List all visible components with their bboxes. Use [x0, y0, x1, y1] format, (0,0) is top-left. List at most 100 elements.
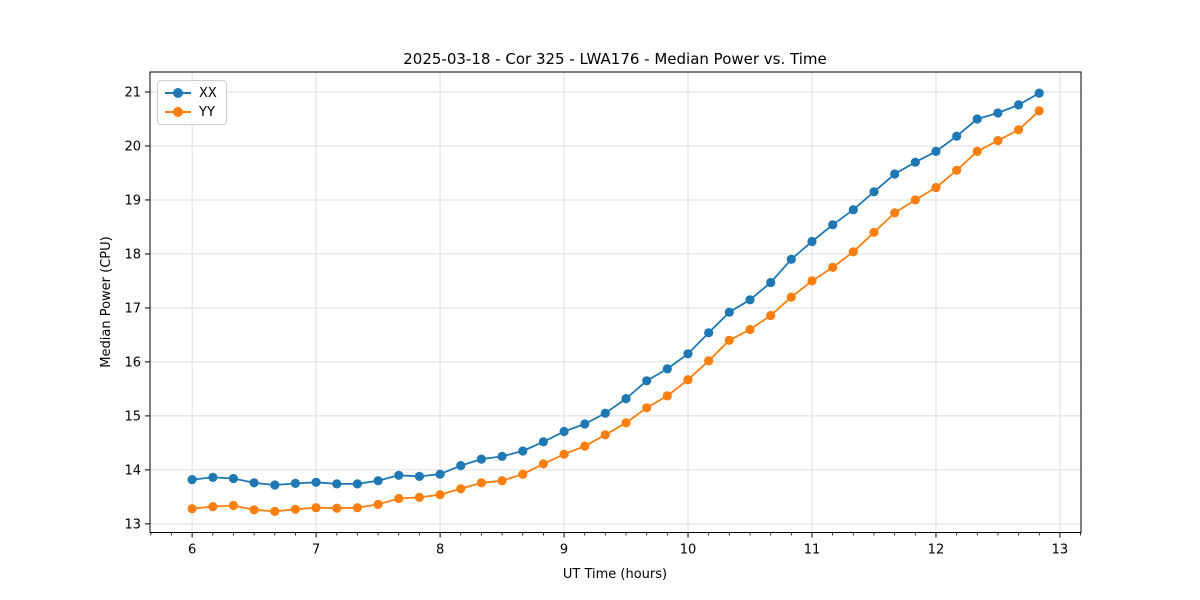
- data-point-yy: [745, 324, 755, 335]
- data-point-yy: [249, 505, 259, 515]
- x-tick-label: 12: [928, 543, 945, 558]
- data-point-yy: [476, 478, 486, 488]
- data-point-yy: [600, 430, 610, 440]
- series-line-xx: [192, 92, 1040, 486]
- data-point-yy: [993, 136, 1003, 146]
- data-point-yy: [642, 403, 652, 413]
- axis-ticks: 6 7 8 9 10 11 12 13 13 14 15 16 17 18 19 20 21: [124, 85, 1081, 558]
- data-point-yy: [435, 490, 445, 500]
- data-point-xx: [208, 472, 218, 482]
- data-point-xx: [766, 277, 776, 288]
- data-point-xx: [332, 479, 342, 489]
- data-point-xx: [931, 146, 941, 156]
- data-point-xx: [1014, 100, 1024, 110]
- data-point-xx: [538, 437, 549, 447]
- data-point-xx: [518, 446, 528, 456]
- data-point-yy: [662, 391, 672, 401]
- data-point-xx: [414, 471, 424, 481]
- data-point-yy: [766, 310, 776, 321]
- data-point-xx: [910, 157, 920, 167]
- data-point-yy: [724, 335, 734, 345]
- data-point-xx: [497, 451, 507, 461]
- x-axis-label: UT Time (hours): [563, 567, 667, 582]
- data-point-xx: [559, 426, 569, 437]
- data-point-xx: [786, 254, 796, 264]
- data-point-yy: [290, 504, 300, 514]
- data-point-xx: [828, 220, 838, 230]
- data-point-xx: [890, 169, 900, 179]
- data-point-xx: [456, 461, 466, 471]
- legend-sample-yy-icon: [165, 106, 191, 118]
- data-point-xx: [848, 205, 858, 215]
- data-point-yy: [1014, 125, 1024, 135]
- data-point-yy: [952, 165, 962, 175]
- data-point-yy: [187, 504, 197, 514]
- gridlines: [150, 72, 1081, 533]
- y-tick-label: 20: [124, 139, 141, 154]
- data-point-xx: [394, 470, 404, 480]
- data-point-yy: [683, 375, 693, 385]
- data-point-yy: [456, 484, 466, 494]
- data-point-xx: [311, 477, 321, 487]
- data-point-xx: [1034, 88, 1044, 98]
- data-point-xx: [869, 187, 879, 197]
- data-point-xx: [993, 108, 1003, 118]
- data-point-xx: [435, 469, 445, 479]
- data-point-yy: [332, 503, 342, 513]
- data-point-yy: [580, 441, 590, 451]
- data-point-yy: [972, 146, 982, 156]
- y-tick-label: 18: [124, 247, 141, 262]
- data-point-yy: [807, 276, 817, 286]
- data-point-xx: [704, 328, 714, 338]
- legend-item-yy: YY: [165, 104, 218, 120]
- x-tick-label: 11: [804, 543, 821, 558]
- data-point-xx: [187, 475, 197, 485]
- y-axis-label: Median Power (CPU): [99, 236, 114, 367]
- data-point-yy: [352, 503, 362, 513]
- y-tick-label: 19: [124, 193, 141, 208]
- data-point-xx: [352, 479, 362, 489]
- data-point-xx: [745, 295, 755, 305]
- y-tick-label: 21: [124, 85, 141, 100]
- data-point-yy: [559, 449, 569, 459]
- data-point-yy: [848, 247, 858, 257]
- data-point-xx: [600, 408, 610, 418]
- data-point-yy: [890, 208, 900, 218]
- data-point-yy: [704, 356, 714, 366]
- data-point-xx: [662, 364, 672, 374]
- data-point-xx: [642, 376, 652, 386]
- data-point-xx: [249, 478, 259, 488]
- data-point-xx: [580, 419, 590, 429]
- data-point-xx: [807, 236, 817, 247]
- data-point-xx: [270, 480, 280, 490]
- data-point-yy: [518, 469, 528, 479]
- plot-border: [149, 71, 1082, 533]
- y-tick-label: 13: [124, 517, 141, 532]
- data-point-yy: [373, 499, 383, 509]
- x-tick-label: 9: [560, 543, 568, 558]
- data-point-xx: [972, 114, 982, 124]
- series-line-yy: [192, 110, 1040, 513]
- data-point-yy: [228, 500, 238, 511]
- y-tick-label: 14: [124, 463, 141, 478]
- data-point-yy: [910, 195, 920, 205]
- data-point-xx: [724, 307, 734, 317]
- data-point-yy: [931, 182, 941, 193]
- legend-sample-xx-icon: [165, 87, 191, 99]
- data-point-yy: [208, 502, 218, 512]
- data-point-yy: [869, 227, 879, 237]
- x-tick-label: 8: [436, 543, 444, 558]
- y-tick-label: 17: [124, 301, 141, 316]
- x-tick-label: 6: [188, 543, 196, 558]
- data-point-yy: [828, 262, 838, 272]
- legend-item-xx: XX: [165, 85, 218, 101]
- data-point-yy: [497, 476, 507, 486]
- x-tick-label: 13: [1052, 543, 1069, 558]
- data-point-xx: [683, 349, 693, 359]
- y-tick-label: 15: [124, 409, 141, 424]
- data-point-yy: [270, 506, 280, 516]
- legend-label-yy: YY: [199, 104, 215, 120]
- legend: XX YY: [157, 80, 227, 125]
